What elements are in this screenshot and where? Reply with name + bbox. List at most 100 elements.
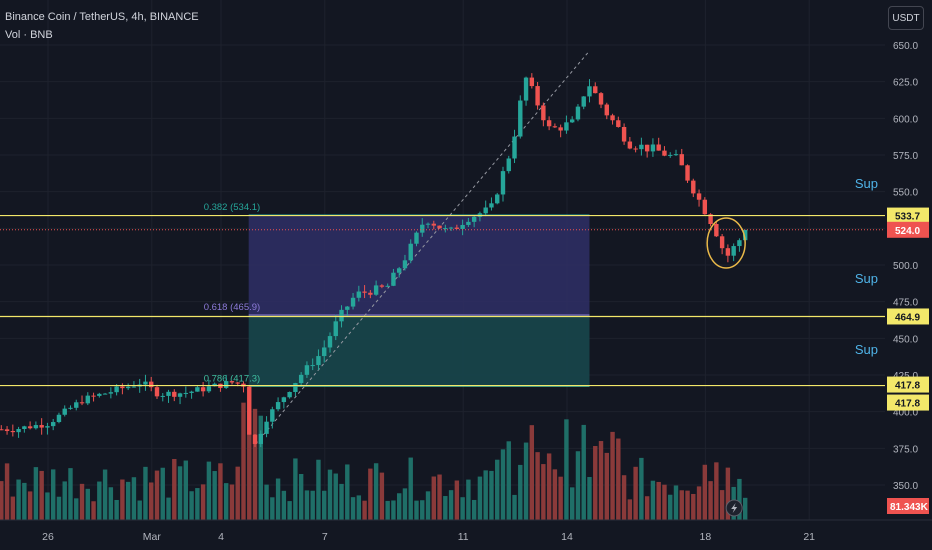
candle-body [420, 224, 425, 233]
volume-bar [27, 491, 33, 520]
x-tick-label: 7 [322, 531, 328, 543]
x-tick-label: 4 [218, 531, 224, 543]
fib-label: 0.618 (465.9) [204, 302, 261, 313]
volume-bar [593, 446, 598, 520]
candle-body [373, 285, 379, 295]
candle-body [33, 425, 39, 429]
candle-body [223, 381, 229, 388]
price-tag-label: 417.8 [895, 381, 920, 392]
volume-bar [460, 497, 465, 520]
candle-body [431, 223, 436, 226]
candle-body [742, 229, 748, 241]
candle-body [154, 387, 160, 397]
time-axis-bg [0, 520, 932, 550]
volume-bar [448, 490, 454, 520]
volume-bar [598, 441, 604, 520]
volume-bar [16, 479, 21, 520]
candle-body [673, 154, 679, 156]
candle-body [546, 120, 552, 127]
candle-body [298, 374, 304, 384]
volume-bar [223, 483, 229, 520]
y-tick-label: 350.0 [893, 481, 918, 492]
volume-bar [639, 457, 644, 520]
trendline-dashed[interactable] [255, 50, 590, 445]
volume-bar [33, 467, 39, 520]
price-tag [887, 207, 929, 224]
candle-body [183, 392, 189, 394]
x-tick-label: Mar [143, 531, 162, 543]
candle-body [258, 433, 263, 444]
candle-body [108, 392, 114, 394]
candle-body [575, 106, 581, 120]
candle-body [229, 381, 235, 383]
candle-body [22, 426, 27, 429]
candle-body [172, 391, 177, 397]
volume-bar [287, 501, 292, 520]
candle-body [414, 232, 419, 244]
candle-body [731, 246, 736, 256]
candle-body [189, 391, 194, 393]
candle-body [310, 365, 315, 367]
candle-body [45, 426, 50, 428]
volume-bar [247, 410, 252, 520]
volume-bar [45, 492, 50, 520]
symbol-title[interactable]: Binance Coin / TetherUS, 4h, BINANCE [5, 11, 199, 23]
volume-tag [887, 498, 929, 514]
volume-bar [177, 466, 183, 520]
currency-button[interactable]: USDT [888, 6, 924, 30]
candle-body [345, 306, 350, 310]
volume-bar [362, 500, 367, 520]
volume-bar [616, 438, 621, 520]
volume-bar [62, 481, 67, 520]
volume-legend[interactable]: Vol · BNB [5, 29, 53, 41]
volume-bar [68, 468, 73, 520]
candle-body [235, 382, 240, 384]
fib-label: 0.382 (534.1) [204, 202, 261, 213]
volume-bar [258, 415, 263, 520]
price-tag [887, 221, 929, 238]
volume-bar [160, 467, 165, 520]
volume-bar [298, 474, 304, 520]
fib-zone-upper [248, 214, 590, 316]
sup-label: Sup [855, 271, 878, 286]
price-tag [887, 394, 929, 411]
volume-bar [327, 469, 333, 520]
volume-bar [10, 496, 16, 520]
volume-bar [737, 478, 742, 520]
volume-bar [270, 497, 275, 520]
candle-body [569, 119, 575, 123]
candle-body [454, 227, 460, 229]
volume-bar [621, 475, 627, 520]
y-tick-label: 375.0 [893, 444, 918, 455]
y-tick-label: 475.0 [893, 298, 918, 309]
volume-bar [552, 469, 558, 520]
candle-body [270, 409, 275, 422]
volume-bar [495, 459, 500, 520]
candle-body [356, 291, 362, 298]
y-tick-label: 450.0 [893, 334, 918, 345]
volume-bar [212, 471, 217, 520]
time-axis[interactable]: 26Mar471114182125 [0, 519, 932, 550]
x-tick-label: 18 [700, 531, 712, 543]
volume-bar [56, 496, 62, 520]
candle-body [316, 356, 321, 366]
candle-body [195, 387, 200, 392]
volume-bar [425, 491, 431, 520]
candle-body [558, 127, 563, 131]
volume-bar [304, 490, 310, 520]
candle-body [114, 386, 119, 393]
price-axis[interactable]: 350.0375.0400.0425.0450.0475.0500.0525.0… [886, 0, 932, 550]
volume-bar [535, 452, 540, 520]
y-tick-label: 400.0 [893, 408, 918, 419]
volume-bar [102, 469, 108, 520]
candle-body [662, 150, 667, 156]
volume-bar [691, 493, 696, 520]
level-lines: Sup Sup Sup [0, 176, 885, 517]
price-axis-bg [886, 0, 932, 550]
volume-bar [339, 483, 344, 520]
volume-bar [546, 453, 552, 520]
candle-body [402, 260, 408, 269]
candle-body [339, 309, 344, 322]
volume-bar [310, 490, 315, 520]
